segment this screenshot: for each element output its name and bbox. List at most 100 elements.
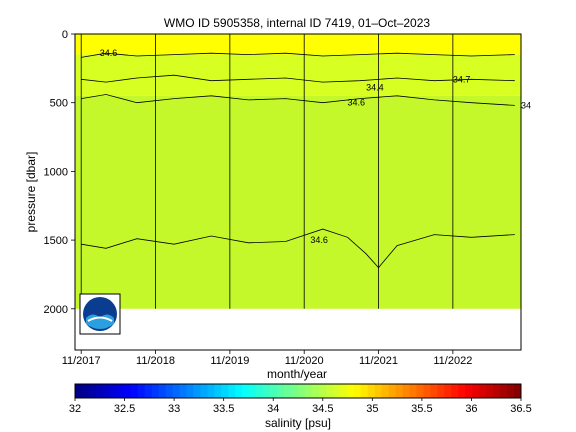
colorbar-swatch (88, 384, 97, 398)
colorbar-swatch (493, 384, 501, 398)
colorbar-swatch (151, 384, 160, 398)
colorbar-label: salinity [psu] (265, 416, 331, 430)
colorbar-swatch (367, 384, 376, 398)
colorbar-swatch (430, 384, 438, 398)
colorbar: 32 32.5 33 33.5 34 34.5 35 35.5 36 36.5 salinity … (69, 383, 532, 430)
colorbar-swatch (109, 384, 118, 398)
colorbar-swatch (75, 384, 83, 398)
contour-label: 34.4 (366, 83, 384, 93)
y-axis: 0 500 1000 1500 2000 (44, 29, 75, 316)
colorbar-swatch (207, 384, 215, 398)
colorbar-swatch (130, 384, 139, 398)
contour-line (81, 74, 515, 83)
y-tick-label: 0 (62, 29, 68, 41)
contour-label: 34 (521, 100, 531, 110)
colorbar-swatch (144, 384, 153, 398)
colorbar-swatch (228, 384, 236, 398)
colorbar-swatch (242, 384, 250, 398)
y-tick-label: 1500 (44, 235, 68, 247)
colorbar-swatch (298, 384, 306, 398)
colorbar-swatch (444, 384, 452, 398)
colorbar-swatch (416, 384, 424, 398)
x-tick-label: 11/2022 (433, 355, 472, 367)
colorbar-tick-label: 33 (168, 403, 180, 415)
x-tick-label: 11/2017 (62, 355, 101, 367)
field-deep-layer (75, 95, 521, 309)
colorbar-swatch (165, 384, 174, 398)
chart-title: WMO ID 5905358, internal ID 7419, 01–Oct… (164, 16, 430, 30)
colorbar-swatch (158, 384, 167, 398)
colorbar-swatch (311, 384, 320, 398)
x-axis-label: month/year (267, 367, 327, 381)
colorbar-swatch (353, 384, 362, 398)
colorbar-tick-label: 34 (267, 403, 279, 415)
profile-markers (80, 34, 454, 309)
colorbar-swatch (500, 384, 508, 398)
y-tick-label: 2000 (44, 304, 68, 316)
colorbar-swatch (402, 384, 410, 398)
colorbar-swatch (388, 384, 397, 398)
colorbar-swatch (332, 384, 341, 398)
colorbar-swatch (137, 384, 146, 398)
colorbar-swatch (270, 384, 278, 398)
colorbar-swatch (95, 384, 104, 398)
colorbar-swatch (263, 384, 271, 398)
noaa-logo-wave (87, 316, 113, 322)
colorbar-swatch (514, 384, 522, 398)
contour-label: 34.6 (348, 98, 366, 108)
colorbar-swatch (214, 384, 222, 398)
colorbar-swatch (451, 384, 459, 398)
colorbar-swatch (284, 384, 292, 398)
colorbar-swatch (277, 384, 285, 398)
colorbar-ticks: 32 32.5 33 33.5 34 34.5 35 35.5 36 36.5 (69, 398, 532, 415)
salinity-field (75, 34, 521, 309)
colorbar-swatch (395, 384, 404, 398)
y-axis-label: pressure [dbar] (24, 152, 38, 233)
contour-label: 34.6 (100, 48, 118, 58)
x-tick-label: 11/2018 (136, 355, 175, 367)
colorbar-swatch (409, 384, 417, 398)
plot-frame (74, 33, 522, 351)
field-upper-layer (75, 54, 521, 96)
colorbar-tick-label: 32 (69, 403, 81, 415)
colorbar-swatch (123, 384, 132, 398)
colorbar-swatch (346, 384, 355, 398)
colorbar-swatch (479, 384, 487, 398)
colorbar-swatch (235, 384, 243, 398)
colorbar-tick-label: 35.5 (411, 403, 432, 415)
colorbar-swatch (179, 384, 187, 398)
colorbar-tick-label: 33.5 (213, 403, 234, 415)
colorbar-swatch (507, 384, 515, 398)
colorbar-swatch (374, 384, 383, 398)
colorbar-swatch (339, 384, 348, 398)
colorbar-swatch (325, 384, 334, 398)
colorbar-swatch (318, 384, 327, 398)
y-tick-label: 1000 (44, 166, 68, 178)
colorbar-swatch (304, 384, 313, 398)
colorbar-swatch (458, 384, 466, 398)
colorbar-swatch (249, 384, 257, 398)
x-tick-label: 11/2020 (285, 355, 324, 367)
colorbar-tick-label: 35 (366, 403, 378, 415)
colorbar-swatch (437, 384, 445, 398)
colorbar-swatch (472, 384, 480, 398)
colorbar-swatch (256, 384, 264, 398)
colorbar-swatch (193, 384, 201, 398)
contour-line (81, 94, 515, 106)
colorbar-frame (74, 383, 522, 399)
contour-line (81, 228, 515, 269)
colorbar-tick-label: 32.5 (114, 403, 135, 415)
colorbar-swatches (75, 384, 522, 398)
colorbar-swatch (186, 384, 194, 398)
contour-label: 34.6 (310, 235, 328, 245)
contour-lines (81, 52, 515, 269)
contour-line (81, 52, 515, 58)
contour-label: 34.7 (453, 74, 471, 84)
colorbar-swatch (423, 384, 431, 398)
noaa-logo (79, 293, 121, 335)
colorbar-swatch (465, 384, 473, 398)
x-tick-label: 11/2019 (210, 355, 249, 367)
colorbar-swatch (81, 384, 90, 398)
x-axis: 11/2017 11/2018 11/2019 11/2020 11/2021 11/20… (62, 350, 472, 367)
